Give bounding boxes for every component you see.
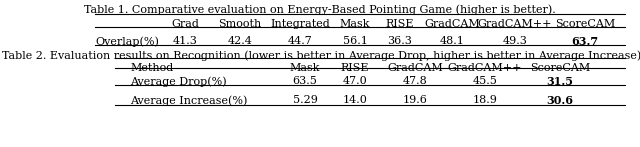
Text: Mask: Mask [340, 19, 371, 29]
Text: 18.9: 18.9 [472, 95, 497, 105]
Text: 30.6: 30.6 [547, 95, 573, 106]
Text: RISE: RISE [386, 19, 414, 29]
Text: 47.8: 47.8 [403, 76, 428, 86]
Text: Mask: Mask [290, 63, 320, 73]
Text: 63.5: 63.5 [292, 76, 317, 86]
Text: Smooth: Smooth [218, 19, 262, 29]
Text: 48.1: 48.1 [440, 36, 465, 46]
Text: Table 1. Comparative evaluation on Energy-Based Pointing Game (higher is better): Table 1. Comparative evaluation on Energ… [84, 4, 556, 15]
Text: Average Increase(%): Average Increase(%) [130, 95, 248, 106]
Text: 44.7: 44.7 [287, 36, 312, 46]
Text: 45.5: 45.5 [472, 76, 497, 86]
Text: Table 2. Evaluation results on Recognition (lower is better in Average Drop, hig: Table 2. Evaluation results on Recogniti… [2, 50, 640, 61]
Text: ScoreCAM: ScoreCAM [555, 19, 615, 29]
Text: GradCAM: GradCAM [424, 19, 480, 29]
Text: GradCAM++: GradCAM++ [477, 19, 552, 29]
Text: 47.0: 47.0 [342, 76, 367, 86]
Text: 14.0: 14.0 [342, 95, 367, 105]
Text: 5.29: 5.29 [292, 95, 317, 105]
Text: GradCAM: GradCAM [387, 63, 443, 73]
Text: ScoreCAM: ScoreCAM [530, 63, 590, 73]
Text: 56.1: 56.1 [342, 36, 367, 46]
Text: Average Drop(%): Average Drop(%) [130, 76, 227, 87]
Text: 42.4: 42.4 [228, 36, 252, 46]
Text: Method: Method [130, 63, 173, 73]
Text: GradCAM++: GradCAM++ [448, 63, 522, 73]
Text: 41.3: 41.3 [173, 36, 197, 46]
Text: Grad: Grad [171, 19, 199, 29]
Text: Integrated: Integrated [270, 19, 330, 29]
Text: 49.3: 49.3 [502, 36, 527, 46]
Text: 31.5: 31.5 [547, 76, 573, 87]
Text: 19.6: 19.6 [403, 95, 428, 105]
Text: Overlap(%): Overlap(%) [95, 36, 159, 47]
Text: 63.7: 63.7 [572, 36, 598, 47]
Text: RISE: RISE [340, 63, 369, 73]
Text: 36.3: 36.3 [388, 36, 412, 46]
